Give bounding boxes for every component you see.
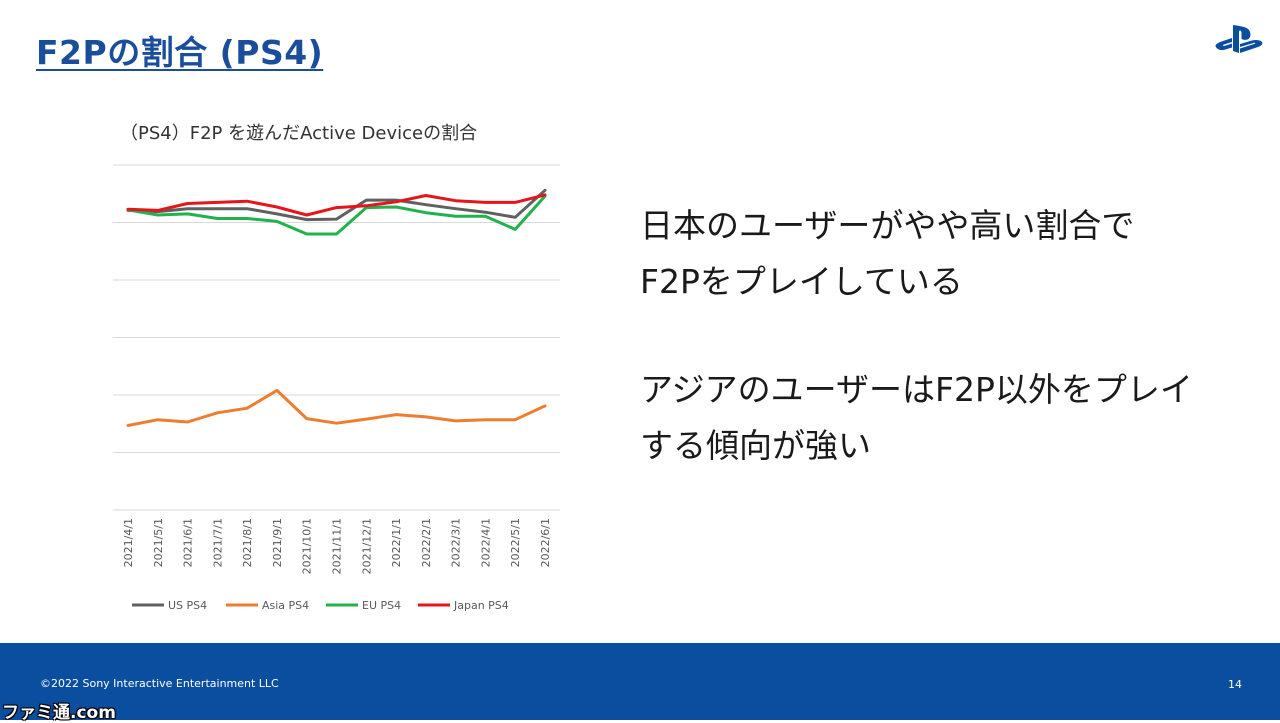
playstation-logo-icon — [1215, 25, 1263, 53]
series-line-asia-ps4 — [126, 388, 547, 427]
x-tick-label: 2022/4/1 — [479, 518, 492, 567]
chart-series — [126, 188, 547, 427]
x-tick-label: 2021/4/1 — [122, 518, 135, 567]
page-number: 14 — [1228, 678, 1242, 691]
x-tick-label: 2022/5/1 — [509, 518, 522, 567]
slide-title: F2Pの割合 (PS4) — [36, 33, 324, 72]
chart-gridlines — [113, 164, 560, 511]
x-tick-label: 2021/7/1 — [211, 518, 224, 567]
x-tick-label: 2022/1/1 — [390, 518, 403, 567]
line-chart: 2021/4/1 2021/5/1 2021/6/1 2021/7/1 2021/8/1… — [113, 164, 560, 612]
legend-label: EU PS4 — [362, 599, 401, 612]
x-tick-label: 2022/3/1 — [450, 518, 463, 567]
series-line-japan-ps4 — [126, 193, 547, 217]
x-tick-label: 2021/9/1 — [271, 518, 284, 567]
x-tick-label: 2021/8/1 — [241, 518, 254, 567]
x-tick-label: 2021/5/1 — [152, 518, 165, 567]
x-tick-label: 2021/12/1 — [360, 518, 373, 574]
chart-title: （PS4）F2P を遊んだActive Deviceの割合 — [120, 123, 478, 144]
key-point-asia: アジアのユーザーはF2P以外をプレイ する傾向が強い — [640, 362, 1193, 474]
legend-label: Asia PS4 — [262, 599, 309, 612]
series-line-eu-ps4 — [126, 194, 547, 236]
x-tick-label: 2022/6/1 — [539, 518, 552, 567]
copyright-text: ©2022 Sony Interactive Entertainment LLC — [40, 677, 279, 690]
key-point-japan-line-2: F2Pをプレイしている — [640, 262, 963, 301]
footer-bar: ©2022 Sony Interactive Entertainment LLC… — [0, 643, 1280, 723]
x-tick-label: 2021/11/1 — [331, 518, 344, 574]
key-point-japan: 日本のユーザーがやや高い割合で F2Pをプレイしている — [640, 198, 1134, 310]
chart-legend: US PS4 Asia PS4 EU PS4 Japan PS4 — [132, 599, 509, 612]
series-line-us-ps4 — [126, 188, 547, 222]
key-point-japan-line-1: 日本のユーザーがやや高い割合で — [640, 206, 1135, 245]
x-tick-label: 2022/2/1 — [420, 518, 433, 567]
watermark-logo: ファミ通.com — [2, 703, 116, 723]
key-point-asia-line-2: する傾向が強い — [640, 426, 871, 465]
legend-label: Japan PS4 — [453, 599, 509, 612]
x-tick-label: 2021/6/1 — [182, 518, 195, 567]
key-point-asia-line-1: アジアのユーザーはF2P以外をプレイ — [640, 370, 1193, 409]
x-axis-tick-labels: 2021/4/1 2021/5/1 2021/6/1 2021/7/1 2021/8/1… — [122, 518, 552, 574]
legend-label: US PS4 — [168, 599, 207, 612]
x-tick-label: 2021/10/1 — [301, 518, 314, 574]
